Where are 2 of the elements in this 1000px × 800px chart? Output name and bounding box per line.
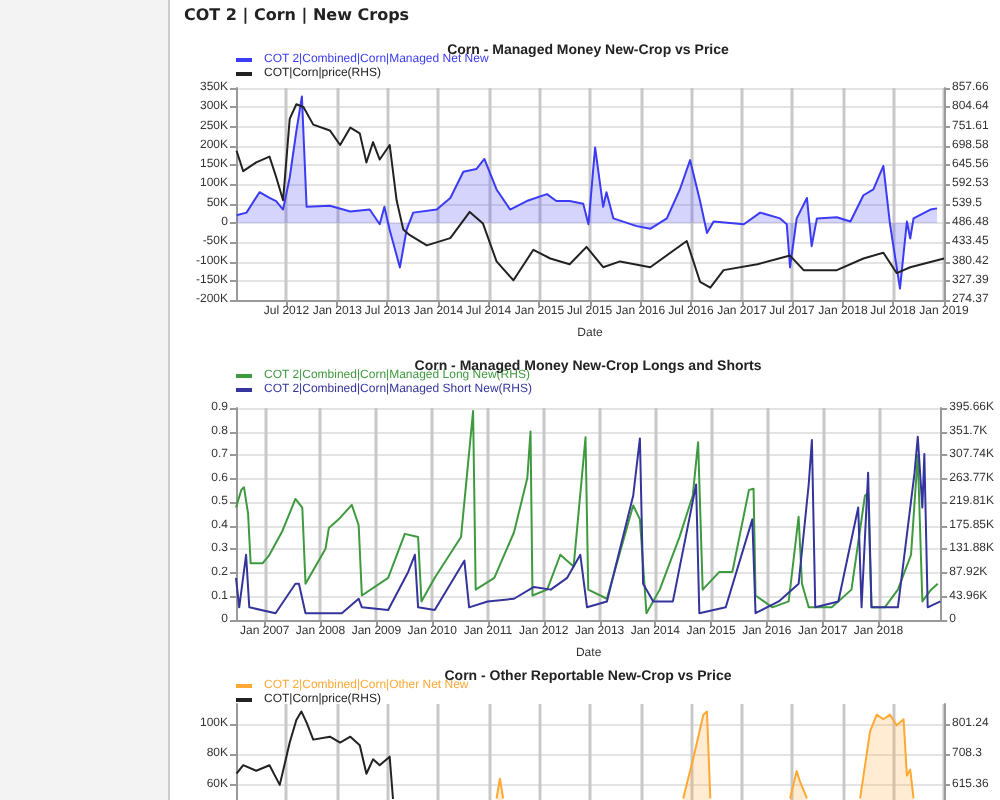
text: COT 2 | Corn | New Crops: [184, 6, 410, 24]
line-series: [235, 710, 394, 800]
